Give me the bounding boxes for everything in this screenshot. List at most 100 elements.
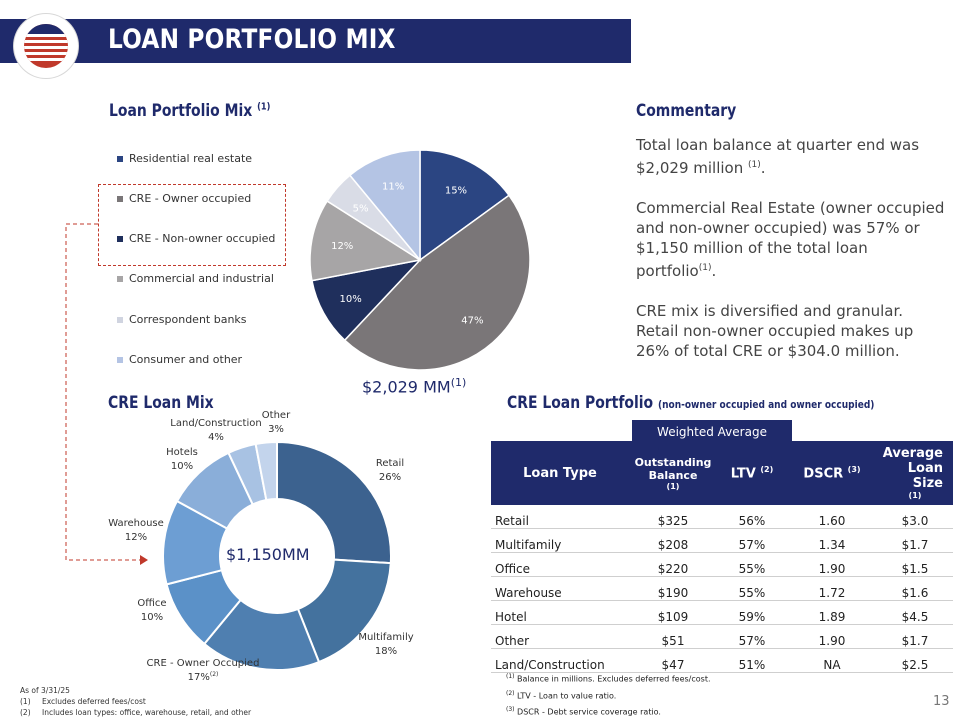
table-cell: Warehouse [491,576,629,601]
table-cell: $51 [629,624,717,649]
donut-value-label: 10% [171,461,193,472]
table-cell: $4.5 [877,600,953,625]
as-of-note-2-mark: (2) [20,708,31,717]
footnote-2: (2) LTV - Loan to value ratio. [506,687,711,704]
footnote-3-mark: (3) [506,706,515,714]
table-cell: $220 [629,552,717,577]
table-cell: Multifamily [491,528,629,553]
pie-data-label: 12% [331,241,353,252]
legend-label: Consumer and other [129,353,243,366]
legend-label: Commercial and industrial [129,272,274,285]
col-ltv-note: (2) [760,464,774,474]
table-cell: $3.0 [877,505,953,529]
loan-mix-title-note: (1) [257,101,271,113]
legend-label: Correspondent banks [129,313,247,326]
col-dscr-note: (3) [847,464,861,474]
table-cell: Other [491,624,629,649]
donut-slice [254,440,278,502]
table-row: Hotel $109 59% 1.89 $4.5 [491,600,953,625]
donut-value-label: 4% [208,432,224,443]
pie-data-label: 15% [445,185,467,196]
table-cell: $1.7 [877,624,953,649]
table-cell: $1.7 [877,528,953,553]
cre-portfolio-title: CRE Loan Portfolio (non-owner occupied a… [507,393,874,413]
legend-label: Residential real estate [129,152,253,165]
table-cell: Retail [491,505,629,529]
loan-total-label: $2,029 MM(1) [362,376,466,396]
donut-category-label: Other [262,410,291,421]
table-cell: Hotel [491,600,629,625]
table-row: Office $220 55% 1.90 $1.5 [491,552,953,577]
cre-portfolio-subtitle: (non-owner occupied and owner occupied) [657,398,875,411]
donut-category-label: CRE - Owner Occupied [147,658,260,669]
as-of-date: As of 3/31/25 [20,686,70,695]
table-row: Retail $325 56% 1.60 $3.0 [491,505,953,529]
bank-logo [14,14,78,78]
cre-mix-donut-chart: Retail 26% Multifamily 18% CRE - Owner Occup… [108,410,414,683]
table-footnotes: (1) Balance in millions. Excludes deferr… [506,670,711,720]
donut-value-label: 10% [141,612,163,623]
pie-slice [343,194,531,371]
commentary-p1: Total loan balance at quarter end was $2… [636,136,920,177]
donut-category-label: Warehouse [108,518,164,529]
table-row: Multifamily $208 57% 1.34 $1.7 [491,528,953,553]
page-title: LOAN PORTFOLIO MIX [108,24,396,55]
table-row: Land/Construction $47 51% NA $2.5 [491,648,953,673]
table-cell: 1.60 [787,505,877,529]
legend-swatch [117,155,123,162]
footnote-1-mark: (1) [506,673,515,680]
loan-mix-pie-chart: 15% 47% 10% 12% 5% 11% [309,149,531,371]
header-bar [0,19,631,63]
table-cell: $208 [629,528,717,553]
table-row: Other $51 57% 1.90 $1.7 [491,624,953,649]
commentary-p2-text: Commercial Real Estate (owner occupied a… [636,199,945,280]
table-cell: Land/Construction [491,648,629,673]
table-cell: 59% [717,600,787,625]
col-outstanding: Outstanding Balance (1) [629,441,717,505]
donut-value-label: 26% [379,472,401,483]
table-cell: NA [787,648,877,673]
pie-slice [348,149,421,263]
col-ltv-label: LTV [730,466,756,482]
footnote-3-text: DSCR - Debt service coverage ratio. [517,707,661,717]
commentary-p1-note: (1) [748,160,761,170]
commentary-p1-text: Total loan balance at quarter end was $2… [636,136,920,177]
table-cell: 56% [717,505,787,529]
pie-data-label: 10% [339,294,361,305]
as-of-notes: As of 3/31/25 (1) Excludes deferred fees/… [20,685,251,718]
donut-value-label: 3% [268,424,284,435]
donut-category-label: Office [137,598,166,609]
loan-mix-title: Loan Portfolio Mix (1) [109,101,270,121]
donut-slice [276,440,392,565]
legend-item: Residential real estate [117,152,252,165]
as-of-note-1-text: Excludes deferred fees/cost [42,697,146,706]
donut-value-label: 12% [125,532,147,543]
commentary-p2-note: (1) [698,263,712,273]
footnote-2-mark: (2) [506,689,515,697]
col-outstanding-label: Outstanding Balance [634,455,712,482]
table-cell: $325 [629,505,717,529]
table-cell: Office [491,552,629,577]
cre-mix-center-label: $1,150MM [226,545,310,564]
flag-logo-icon [19,19,73,73]
commentary-p3: CRE mix is diversified and granular. Ret… [636,302,914,360]
as-of-note-2: (2) Includes loan types: office, warehous… [20,707,251,718]
pie-data-label: 11% [382,181,404,192]
table-header-row: Loan Type Outstanding Balance (1) LTV (2… [491,441,953,505]
table-cell: $190 [629,576,717,601]
as-of-note-1: (1) Excludes deferred fees/cost [20,696,251,707]
table-cell: 57% [717,624,787,649]
legend-label: CRE - Non-owner occupied [129,232,276,245]
cre-mix-title: CRE Loan Mix [108,393,214,413]
commentary-title: Commentary [636,101,737,121]
footnote-3: (3) DSCR - Debt service coverage ratio. [506,703,711,720]
col-loan-type: Loan Type [491,441,629,505]
donut-category-label: Land/Construction [170,418,261,429]
table-cell: $1.6 [877,576,953,601]
pie-slice [309,200,423,282]
footnote-1-text: Balance in millions. Excludes deferred f… [517,674,711,684]
table-cell: 1.89 [787,600,877,625]
table-cell: $2.5 [877,648,953,673]
donut-category-label: Multifamily [358,632,413,643]
donut-value-label: 17%(2) [188,671,219,683]
